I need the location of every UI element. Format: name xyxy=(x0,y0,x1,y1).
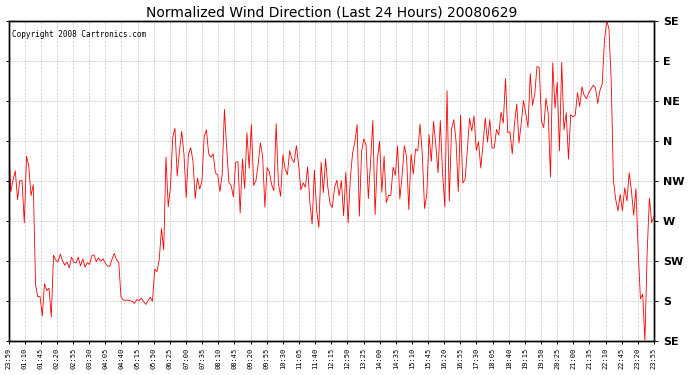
Text: Copyright 2008 Cartronics.com: Copyright 2008 Cartronics.com xyxy=(12,30,146,39)
Title: Normalized Wind Direction (Last 24 Hours) 20080629: Normalized Wind Direction (Last 24 Hours… xyxy=(146,6,517,20)
